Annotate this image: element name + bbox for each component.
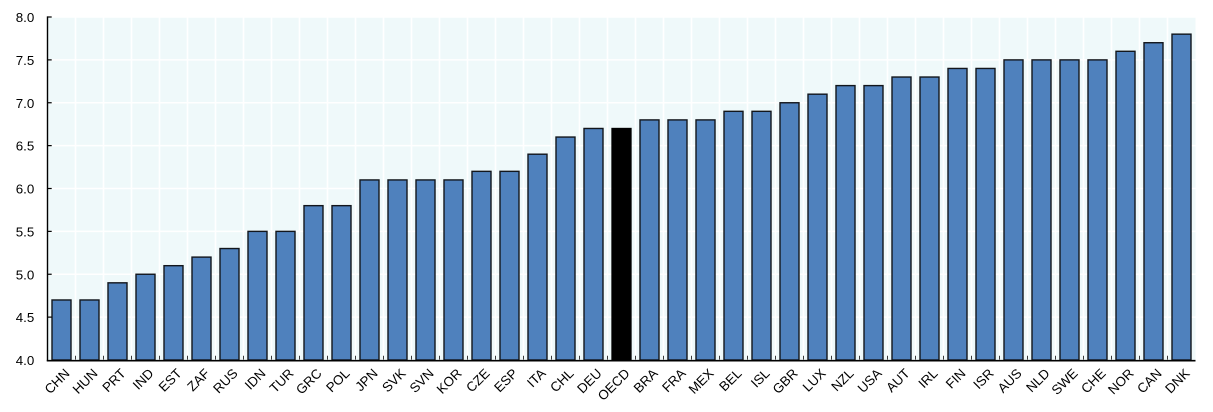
svg-text:5.0: 5.0: [16, 267, 35, 282]
svg-text:4.0: 4.0: [16, 353, 35, 368]
svg-text:7.0: 7.0: [16, 96, 35, 111]
svg-text:8.0: 8.0: [16, 10, 35, 25]
svg-text:4.5: 4.5: [16, 310, 35, 325]
svg-text:5.5: 5.5: [16, 224, 35, 239]
svg-text:6.5: 6.5: [16, 139, 35, 154]
svg-text:7.5: 7.5: [16, 53, 35, 68]
svg-text:6.0: 6.0: [16, 182, 35, 197]
